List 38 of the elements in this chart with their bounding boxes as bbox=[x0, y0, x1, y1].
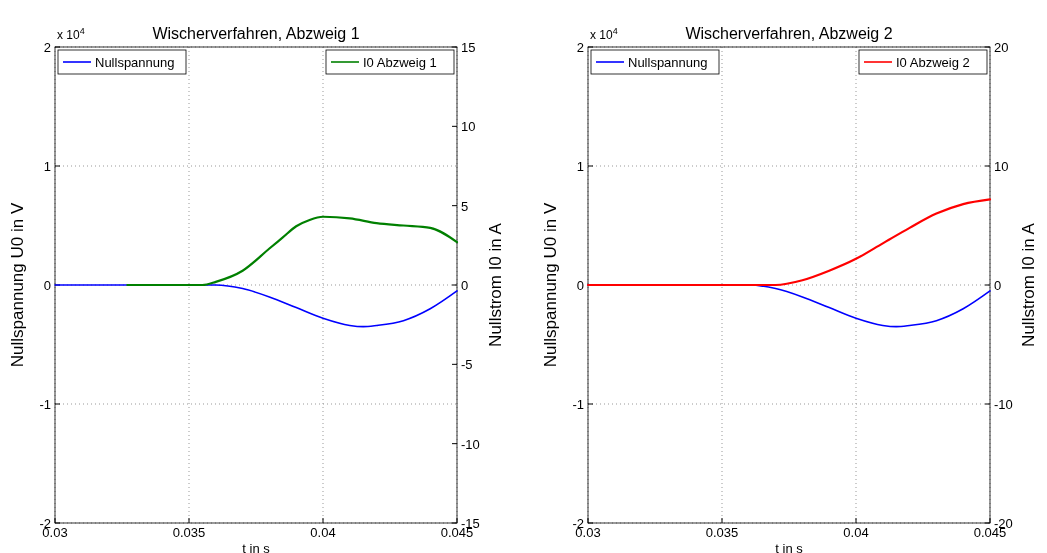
y2-axis-title: Nullstrom I0 in A bbox=[1019, 222, 1038, 347]
y2-tick-label: -10 bbox=[461, 436, 480, 452]
y-tick-label: -1 bbox=[572, 397, 584, 412]
y-axis-title: Nullspannung U0 in V bbox=[8, 202, 27, 368]
line-series bbox=[126, 215, 459, 287]
y2-axis-title: Nullstrom I0 in A bbox=[486, 222, 505, 347]
y-tick-label: 2 bbox=[576, 40, 584, 55]
y-tick-label: -1 bbox=[39, 397, 51, 412]
x-tick-label: 0.04 bbox=[310, 525, 336, 540]
line-series bbox=[586, 198, 992, 287]
x-tick-label: 0.035 bbox=[172, 525, 206, 540]
y-tick-label: 1 bbox=[43, 159, 51, 174]
y2-tick-label: -5 bbox=[461, 357, 473, 373]
y2-tick-label: 15 bbox=[461, 40, 476, 55]
y-axis-title: Nullspannung U0 in V bbox=[541, 202, 560, 368]
chart-title: Wischerverfahren, Abzweig 1 bbox=[152, 25, 360, 42]
y2-tick-label: 20 bbox=[994, 40, 1009, 55]
x-axis-title: t in s bbox=[242, 541, 271, 553]
y-tick-label: 0 bbox=[43, 278, 51, 293]
legend-label: I0 Abzweig 1 bbox=[363, 55, 437, 70]
y2-tick-label: 5 bbox=[461, 198, 469, 214]
x-axis-title: t in s bbox=[775, 541, 804, 553]
y2-tick-label: -10 bbox=[994, 397, 1013, 412]
chart-title: Wischerverfahren, Abzweig 2 bbox=[685, 25, 893, 42]
x-tick-label: 0.035 bbox=[705, 525, 739, 540]
legend-label: Nullspannung bbox=[95, 55, 175, 70]
y2-tick-label: 0 bbox=[994, 278, 1002, 293]
y2-tick-label: 10 bbox=[994, 159, 1009, 174]
y-tick-label: 2 bbox=[43, 40, 51, 55]
y-tick-label: 0 bbox=[576, 278, 584, 293]
y2-tick-label: 10 bbox=[461, 119, 476, 135]
x-tick-label: 0.04 bbox=[843, 525, 869, 540]
legend-label: Nullspannung bbox=[628, 55, 708, 70]
y-tick-label: 1 bbox=[576, 159, 584, 174]
y2-tick-label: 0 bbox=[461, 278, 469, 293]
legend-label: I0 Abzweig 2 bbox=[896, 55, 970, 70]
text: x 10$^{4}$ bbox=[590, 26, 618, 42]
text: x 10$^{4}$ bbox=[57, 26, 85, 42]
